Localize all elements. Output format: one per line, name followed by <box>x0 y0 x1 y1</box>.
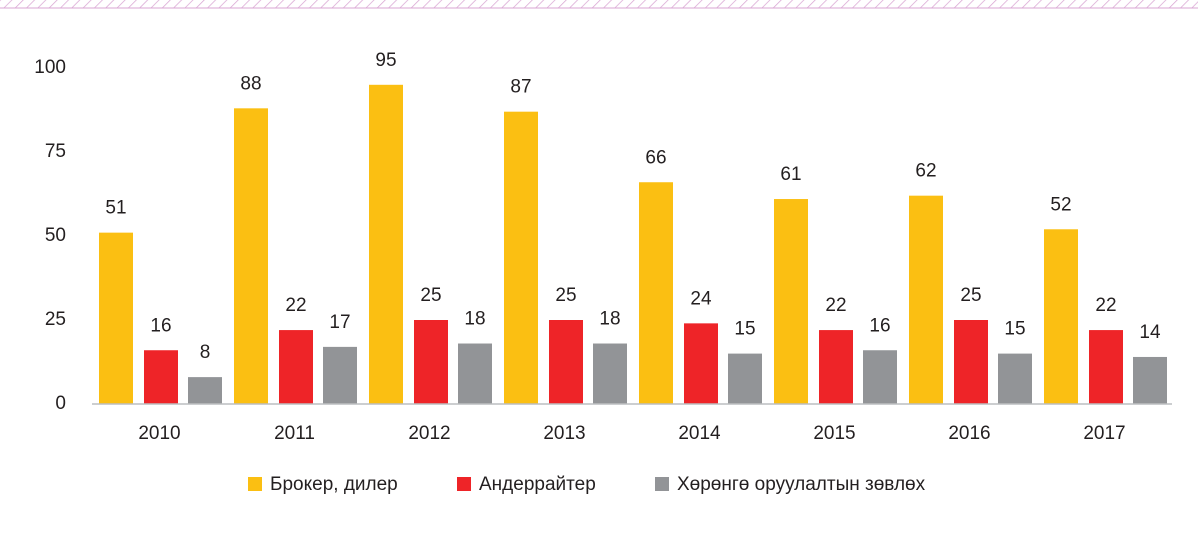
data-label: 52 <box>1050 194 1071 215</box>
bar <box>323 346 357 404</box>
data-label: 18 <box>464 309 485 330</box>
bar <box>369 84 403 405</box>
data-label: 61 <box>780 164 801 185</box>
data-label: 16 <box>150 315 171 336</box>
bar <box>684 323 718 404</box>
data-label: 25 <box>555 285 576 306</box>
decor-band <box>0 0 1198 8</box>
bar <box>909 195 943 404</box>
y-tick-label: 25 <box>45 309 66 330</box>
bar <box>593 343 627 404</box>
legend-label: Хөрөнгө оруулалтын зөвлөх <box>677 474 926 495</box>
data-label: 24 <box>690 288 712 309</box>
x-tick-label: 2012 <box>408 423 450 444</box>
data-label: 16 <box>869 315 890 336</box>
bar <box>549 320 583 404</box>
data-label: 66 <box>645 147 666 168</box>
data-label: 51 <box>105 198 126 219</box>
bar <box>1044 229 1078 404</box>
bar <box>144 350 178 404</box>
data-label: 15 <box>1004 319 1025 340</box>
data-label: 8 <box>200 342 211 363</box>
bar <box>774 199 808 404</box>
x-tick-label: 2017 <box>1083 423 1125 444</box>
legend-swatch <box>248 477 262 491</box>
bar <box>1133 356 1167 404</box>
legend-label: Брокер, дилер <box>270 474 398 495</box>
bar <box>279 330 313 404</box>
y-tick-label: 50 <box>45 225 66 246</box>
data-label: 22 <box>285 295 306 316</box>
y-tick-label: 0 <box>55 393 66 414</box>
data-label: 15 <box>734 319 755 340</box>
x-tick-label: 2014 <box>678 423 721 444</box>
x-tick-label: 2010 <box>138 423 180 444</box>
x-tick-label: 2013 <box>543 423 585 444</box>
legend-swatch <box>457 477 471 491</box>
data-label: 88 <box>240 73 261 94</box>
legend-label: Андеррайтер <box>479 474 596 495</box>
data-label: 25 <box>960 285 981 306</box>
bar <box>639 182 673 404</box>
bar <box>188 377 222 404</box>
data-label: 25 <box>420 285 441 306</box>
bar <box>954 320 988 404</box>
data-label: 95 <box>375 50 396 71</box>
y-tick-label: 100 <box>34 57 66 78</box>
bar <box>414 320 448 404</box>
data-label: 22 <box>1095 295 1116 316</box>
bar <box>504 111 538 405</box>
data-label: 22 <box>825 295 846 316</box>
bar <box>819 330 853 404</box>
data-label: 17 <box>329 312 350 333</box>
bar <box>998 353 1032 404</box>
bar <box>99 232 133 404</box>
legend-swatch <box>655 477 669 491</box>
bar <box>1089 330 1123 404</box>
data-label: 87 <box>510 77 531 98</box>
data-label: 62 <box>915 161 936 182</box>
x-tick-label: 2011 <box>274 423 315 444</box>
y-tick-label: 75 <box>45 141 66 162</box>
x-tick-label: 2016 <box>948 423 990 444</box>
x-tick-label: 2015 <box>813 423 855 444</box>
bar <box>728 353 762 404</box>
data-label: 14 <box>1139 322 1161 343</box>
bar <box>234 108 268 404</box>
bar <box>863 350 897 404</box>
bar <box>458 343 492 404</box>
data-label: 18 <box>599 309 620 330</box>
